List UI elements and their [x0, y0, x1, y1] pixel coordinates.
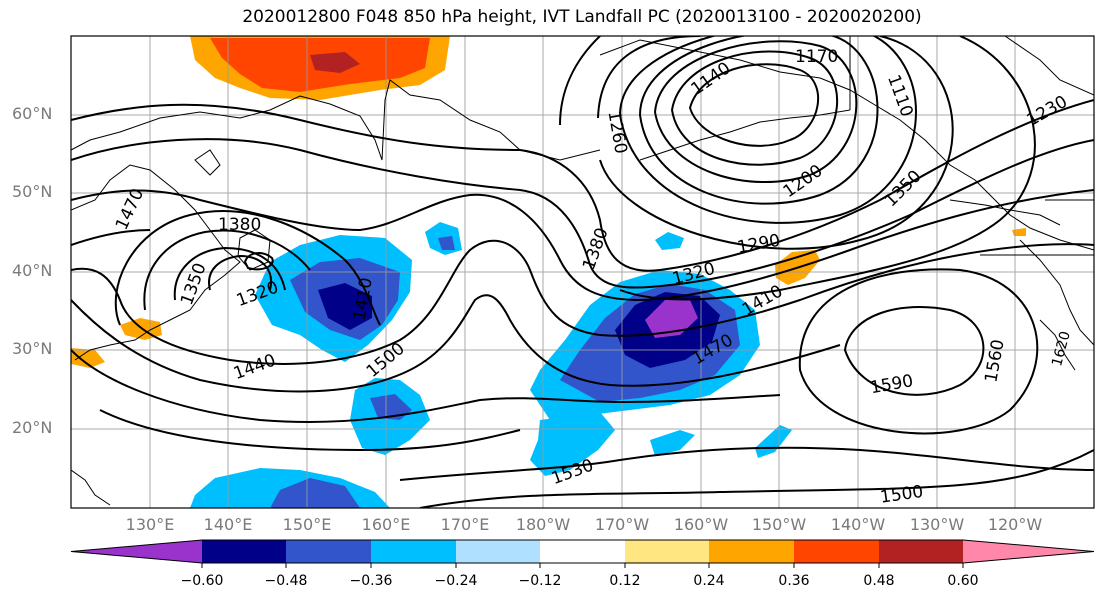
colorbar-cell [794, 540, 879, 563]
ivt-negative-e3 [655, 232, 684, 250]
colorbar-tick-label: 0.12 [609, 573, 641, 589]
longitude-label: 140°W [830, 515, 886, 534]
ivt-shading [71, 36, 1026, 508]
longitude-label: 160°W [673, 515, 729, 534]
map-frame [70, 35, 1095, 509]
colorbar-tick-label: 0.48 [863, 573, 895, 589]
latitude-label: 30°N [12, 339, 53, 358]
colorbar-cell [286, 540, 371, 563]
ivt-negative-south-2 [270, 478, 360, 508]
colorbar-cell [625, 540, 709, 563]
ivt-negative-e2 [755, 425, 792, 458]
longitude-label: 140°E [203, 515, 253, 534]
colorbar-cell [540, 540, 625, 563]
longitude-label: 160°E [361, 515, 411, 534]
longitude-label: 180°W [515, 515, 571, 534]
colorbar-cell [456, 540, 540, 563]
colorbar-ticks [201, 563, 964, 568]
latitude-label: 20°N [12, 418, 53, 437]
latitude-label: 50°N [12, 182, 53, 201]
latitude-label: 40°N [12, 261, 53, 280]
ivt-negative-small-2 [438, 236, 455, 250]
ivt-negative-sc [530, 412, 615, 476]
graticule [71, 36, 1094, 508]
contour-label: 1380 [218, 215, 261, 235]
colorbar-extend-max [963, 540, 1094, 563]
colorbar-tick-label: −0.36 [349, 573, 393, 589]
ivt-positive-top-core [310, 52, 360, 73]
contour-label: 1170 [795, 47, 838, 67]
longitude-label: 130°W [909, 515, 965, 534]
colorbar-tick-label: −0.60 [180, 573, 224, 589]
ivt-negative-sw-2 [370, 394, 412, 420]
longitude-label: 150°W [751, 515, 807, 534]
colorbar-tick-label: 0.24 [693, 573, 725, 589]
ivt-negative-central-4 [645, 300, 698, 338]
longitude-label: 170°W [594, 515, 650, 534]
longitude-label: 170°E [440, 515, 490, 534]
height-contours [71, 36, 1094, 508]
ivt-negative-e [650, 430, 695, 456]
ivt-positive-left [71, 348, 105, 368]
coastlines [71, 36, 1094, 506]
colorbar-tick-label: 0.60 [947, 573, 979, 589]
colorbar-cell [879, 540, 963, 563]
colorbar-tick-label: −0.12 [518, 573, 562, 589]
colorbar-cell [202, 540, 286, 563]
colorbar-cells [70, 539, 1095, 564]
colorbar-tick-label: −0.24 [434, 573, 478, 589]
latitude-label: 60°N [12, 104, 53, 123]
colorbar-extend-min [71, 540, 202, 563]
map-panel: 1170 1140 1110 1230 1260 1200 1350 1290 … [71, 36, 1094, 508]
colorbar-cell [371, 540, 456, 563]
ivt-negative-west-3 [318, 283, 372, 330]
colorbar-cell [709, 540, 794, 563]
longitude-label: 130°E [125, 515, 175, 534]
longitude-label: 120°W [987, 515, 1043, 534]
colorbar-tick-label: −0.48 [264, 573, 308, 589]
longitude-label: 150°E [282, 515, 332, 534]
colorbar-tick-label: 0.36 [778, 573, 810, 589]
map-title: 2020012800 F048 850 hPa height, IVT Land… [242, 7, 922, 27]
